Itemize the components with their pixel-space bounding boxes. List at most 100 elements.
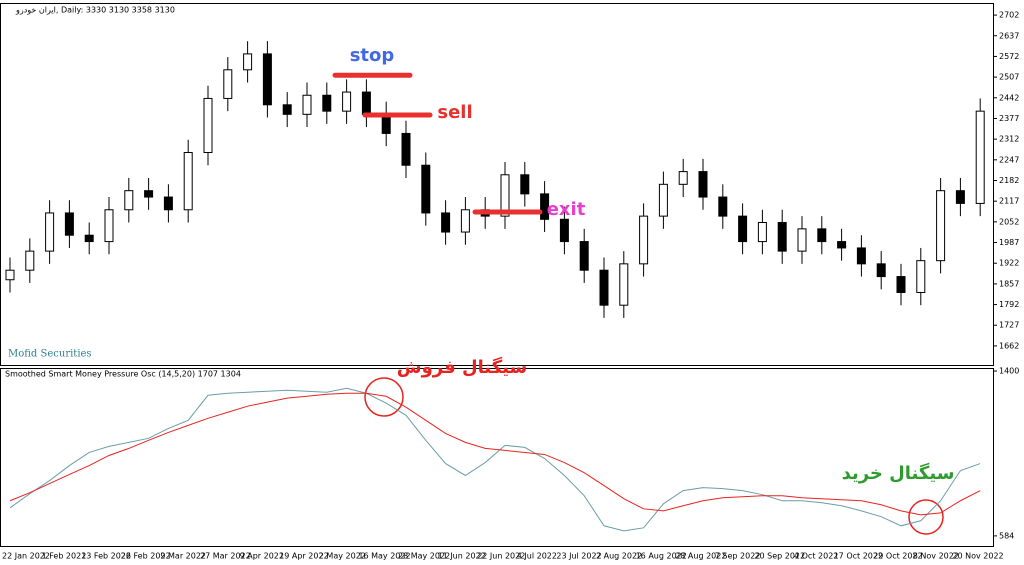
sell-signal-circle (364, 377, 404, 417)
y-tick-label: 2507 (999, 73, 1019, 82)
x-tick-label: 9 Mar 2022 (160, 552, 206, 561)
x-tick-label: 2 May 2022 (319, 552, 366, 561)
x-tick-label: 2 Aug 2022 (596, 552, 642, 561)
candle-body (678, 171, 688, 185)
candle-body (757, 221, 767, 243)
candle-body (84, 234, 94, 243)
x-tick-label: 4 Oct 2022 (794, 552, 838, 561)
x-tick-label: 13 Feb 2022 (81, 552, 131, 561)
candle-body (916, 260, 926, 293)
candle-body (500, 174, 510, 217)
candle-body (104, 209, 114, 243)
y-tick-label: 2442 (999, 93, 1019, 102)
candle-body (955, 190, 965, 204)
y-tick-label: 1857 (999, 279, 1019, 288)
osc-line (9, 387, 981, 532)
candle-body (658, 183, 668, 217)
x-tick-label: 7 Sep 2022 (715, 552, 761, 561)
x-tick-label: 29 Oct 2022 (873, 552, 922, 561)
osc-title: Smoothed Smart Money Pressure Osc (14,5,… (5, 370, 241, 379)
candle-body (45, 212, 55, 252)
candle-body (698, 171, 708, 198)
candle-body (639, 215, 649, 265)
candle-body (282, 104, 292, 115)
candle-body (5, 269, 15, 281)
x-tick-label: 1 Feb 2022 (42, 552, 87, 561)
candle-body (183, 152, 193, 211)
candle-body (144, 190, 154, 198)
price-panel (0, 3, 994, 366)
candle-body (817, 228, 827, 243)
y-tick-label: 2377 (999, 114, 1019, 123)
y-tick-label: 584 (999, 531, 1014, 540)
x-tick-label: 28 May 2022 (398, 552, 450, 561)
y-tick-label: 1727 (999, 321, 1019, 330)
watermark: Mofid Securities (8, 349, 92, 360)
candle-body (619, 263, 629, 306)
candle-body (302, 94, 312, 115)
candle-body (738, 215, 748, 243)
candle-body (520, 174, 530, 195)
y-tick-label: 2702 (999, 11, 1019, 20)
x-tick-label: 17 Oct 2022 (834, 552, 883, 561)
x-tick-label: 19 Apr 2022 (279, 552, 328, 561)
osc-line (9, 392, 981, 516)
candle-body (401, 132, 411, 166)
candle-body (322, 94, 332, 112)
candle-body (460, 209, 470, 233)
candle-body (797, 228, 807, 252)
candle-body (975, 110, 985, 204)
buy-signal-circle (908, 499, 944, 535)
x-tick-label: 16 May 2022 (358, 552, 410, 561)
y-tick-label: 1987 (999, 238, 1019, 247)
candle-body (163, 196, 173, 211)
y-tick-label: 2312 (999, 135, 1019, 144)
y-tick-label: 2117 (999, 197, 1019, 206)
candle-body (579, 241, 589, 271)
x-tick-label: 4 Jul 2022 (517, 552, 557, 561)
candle-body (421, 164, 431, 214)
candle-body (361, 91, 371, 115)
candle-body (441, 212, 451, 233)
x-tick-label: 26 Feb 2022 (121, 552, 171, 561)
x-tick-label: 11 Jun 2022 (438, 552, 486, 561)
candle-body (243, 53, 253, 71)
candle-body (64, 212, 74, 236)
annotation: سیگنال فروش (397, 356, 528, 378)
x-tick-label: 27 Mar 2022 (200, 552, 251, 561)
candle-body (25, 250, 35, 271)
annotation: sell (437, 102, 472, 123)
y-tick-label: 2637 (999, 31, 1019, 40)
candle-body (599, 269, 609, 306)
candle-body (203, 97, 213, 154)
y-tick-label: 2247 (999, 155, 1019, 164)
y-tick-label: 2572 (999, 52, 1019, 61)
y-tick-label: 1792 (999, 300, 1019, 309)
candle-body (777, 221, 787, 252)
x-tick-label: 16 Aug 2022 (636, 552, 687, 561)
y-tick-label: 1400 (999, 367, 1019, 376)
x-tick-label: 28 Aug 2022 (675, 552, 726, 561)
x-tick-label: 22 Jan 2022 (2, 552, 50, 561)
candle-body (342, 91, 352, 112)
osc-panel (0, 368, 994, 547)
annotation: سیگنال خرید (842, 462, 955, 484)
y-tick-label: 1662 (999, 341, 1019, 350)
y-tick-label: 2052 (999, 217, 1019, 226)
chart-title: ایران خودرو, Daily: 3330 3130 3358 3130 (15, 6, 175, 15)
annotation: stop (350, 45, 395, 66)
candle-body (837, 241, 847, 249)
x-tick-label: 23 Jul 2022 (556, 552, 601, 561)
y-tick-label: 2182 (999, 176, 1019, 185)
y-tick-label: 1922 (999, 259, 1019, 268)
x-tick-label: 20 Nov 2022 (952, 552, 1003, 561)
candle-body (936, 190, 946, 262)
x-tick-label: 22 Jun 2022 (477, 552, 525, 561)
x-tick-label: 9 Apr 2022 (240, 552, 284, 561)
x-tick-label: 8 Nov 2022 (913, 552, 959, 561)
candle-body (124, 190, 134, 211)
candle-body (876, 263, 886, 278)
candle-body (223, 69, 233, 99)
candle-body (540, 193, 550, 220)
